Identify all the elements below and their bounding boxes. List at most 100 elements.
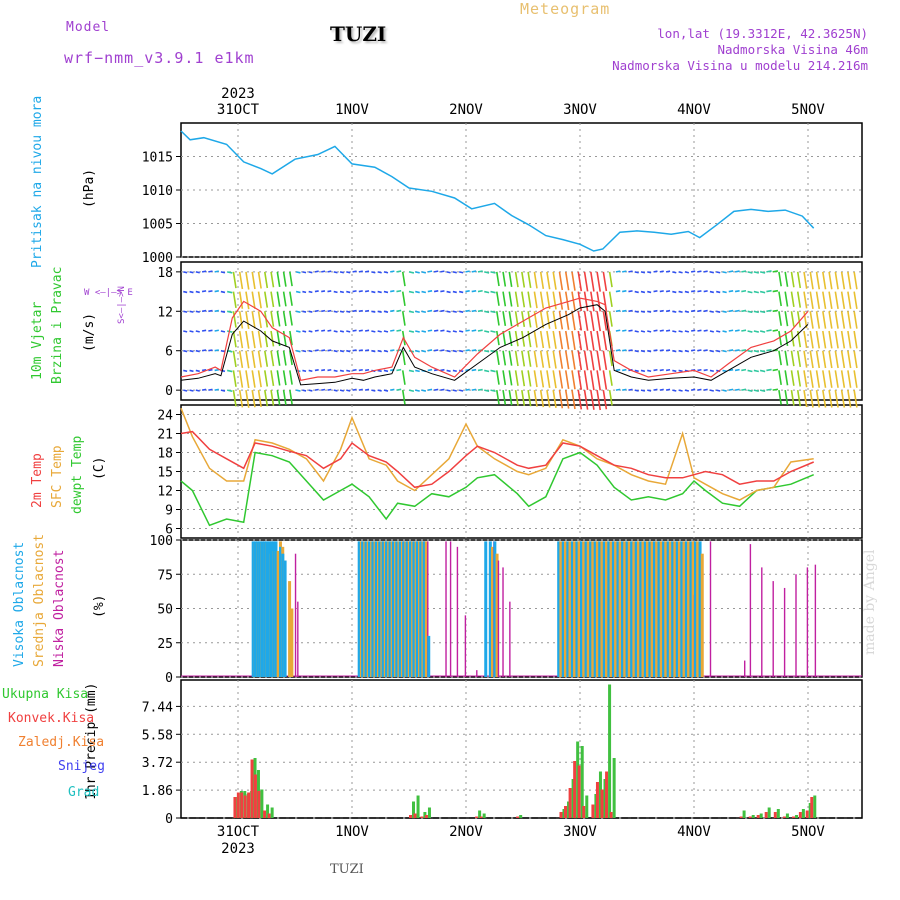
wind-barb — [508, 350, 513, 366]
conv-precip-bar — [424, 815, 428, 818]
wind-barb — [665, 309, 671, 313]
date-label-bottom: 2NOV — [449, 824, 483, 840]
wind-barb — [401, 291, 406, 306]
wind-barb — [564, 370, 570, 389]
wind-barb — [684, 369, 690, 373]
wind-barb — [390, 368, 395, 372]
wind-barb — [339, 290, 345, 294]
wind-barb — [691, 290, 696, 293]
wind-barb — [803, 350, 808, 368]
wind-barb — [377, 310, 382, 313]
mid-cloud-bar — [263, 542, 266, 677]
total-precip-bar — [801, 809, 805, 818]
low-cloud-bar — [709, 541, 712, 677]
wind-barb — [521, 311, 526, 328]
high-cloud-bar — [698, 541, 702, 677]
total-precip-bar — [576, 741, 580, 818]
low-cloud-bar — [693, 594, 696, 677]
wind-barb — [527, 311, 532, 328]
wind-barb — [195, 389, 200, 392]
wind-barb — [333, 330, 338, 333]
wind-barb — [220, 310, 226, 313]
conv-precip-bar — [605, 771, 609, 818]
wind-barb — [546, 350, 551, 369]
wind-barb — [484, 369, 490, 373]
high-cloud-bar — [419, 541, 423, 677]
wind-barb — [697, 368, 702, 372]
wind-barb — [352, 270, 357, 273]
high-cloud-bar — [371, 541, 375, 677]
total-precip-bar — [266, 804, 270, 818]
wind-barb — [766, 388, 772, 391]
wind-barb — [659, 388, 664, 391]
mid-cloud-bar — [418, 541, 422, 677]
wind-barb — [477, 309, 483, 313]
wind-barb — [421, 271, 427, 274]
wind-barb — [201, 368, 207, 372]
wind-barb — [546, 370, 551, 388]
mid-cloud-bar — [258, 542, 262, 677]
wind-barb — [741, 270, 747, 273]
high-cloud-bar — [251, 541, 255, 677]
wind-barb — [703, 329, 708, 332]
wind-barb — [828, 350, 833, 369]
wind-barb — [647, 330, 652, 333]
wind-barb — [577, 311, 583, 331]
wind-barb — [697, 270, 702, 273]
wind-barb — [427, 270, 433, 273]
wind-barb — [214, 329, 219, 332]
wind-barb — [583, 370, 589, 391]
wind-barb — [245, 291, 250, 310]
wind-barb — [847, 291, 852, 310]
wind-barb — [596, 311, 601, 332]
wind-barb — [226, 369, 233, 373]
mid-cloud-bar — [614, 541, 618, 677]
wind-barb — [796, 311, 802, 328]
wind-barb — [314, 290, 319, 293]
wind-barb — [615, 329, 621, 332]
low-cloud-bar — [416, 541, 419, 677]
wind-barb — [766, 270, 772, 273]
wind-barb — [628, 270, 633, 273]
high-cloud-bar — [598, 541, 602, 677]
wind-barb — [803, 291, 808, 309]
temp-tick-label: 18 — [157, 447, 173, 462]
wind-barb — [408, 271, 415, 274]
mid-cloud-bar — [407, 541, 411, 677]
wind-barb — [339, 369, 345, 373]
wind-barb — [784, 291, 789, 307]
low-cloud-bar — [806, 567, 809, 677]
total-precip-bar — [243, 791, 247, 818]
date-label-top: 3NOV — [563, 102, 597, 118]
high-cloud-bar — [580, 541, 583, 677]
wind-barb — [327, 349, 332, 352]
wind-barb — [684, 271, 690, 274]
wind-barb — [364, 329, 370, 332]
wind-barb — [590, 370, 595, 391]
wind-barb — [672, 310, 677, 313]
temp-tick-label: 6 — [165, 523, 173, 538]
low-cloud-bar — [464, 615, 467, 677]
wind-barb — [471, 368, 477, 372]
wind-barb — [790, 370, 795, 386]
wind-barb — [796, 390, 802, 407]
wind-barb — [490, 369, 496, 373]
wind-barb — [502, 330, 507, 346]
wind-barb — [321, 309, 326, 313]
conv-precip-bar — [420, 816, 424, 818]
cloud-ylabel3: Niska Oblacnost — [52, 549, 67, 667]
wind-barb — [622, 270, 627, 273]
wind-barb — [672, 369, 677, 373]
wind-barb — [433, 270, 439, 273]
wind-barb — [628, 349, 633, 352]
wind-barb — [295, 349, 301, 353]
wind-barb — [333, 310, 338, 313]
wind-barb — [232, 370, 237, 387]
wind-barb — [753, 369, 759, 373]
wind-barb — [238, 291, 244, 309]
wind-barb — [741, 329, 747, 332]
high-cloud-bar — [256, 541, 260, 677]
wind-barb — [747, 290, 753, 294]
conv-precip-bar — [773, 812, 777, 818]
mid-cloud-bar — [366, 541, 370, 677]
